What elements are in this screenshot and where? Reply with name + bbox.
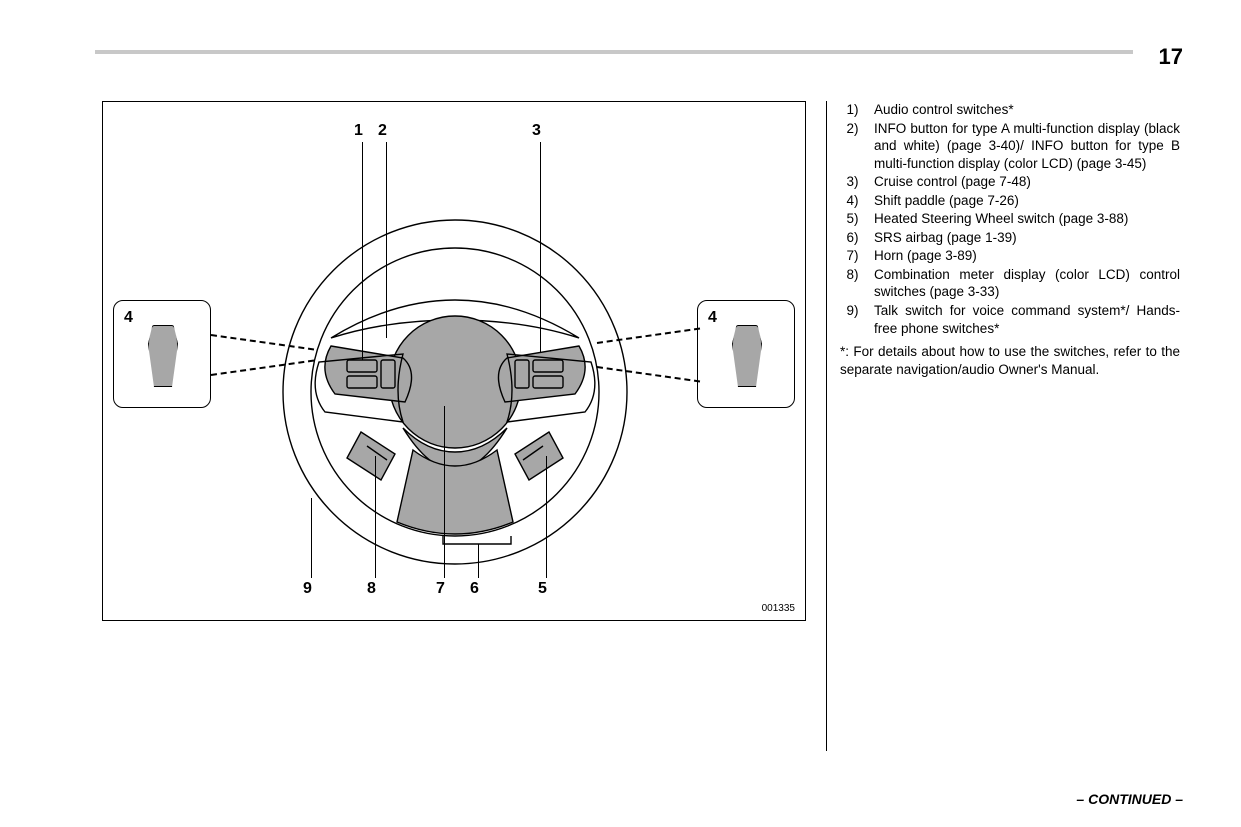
callout-line	[362, 142, 363, 360]
image-code: 001335	[762, 603, 795, 614]
legend-item: 2INFO button for type A multi-function d…	[840, 120, 1180, 173]
callout-9: 9	[303, 580, 312, 598]
callout-line	[386, 142, 387, 338]
continued-label: – CONTINUED –	[1076, 791, 1183, 807]
callout-line	[546, 456, 547, 578]
header-rule	[95, 50, 1133, 54]
callout-4-right: 4	[708, 309, 717, 327]
callout-3: 3	[532, 122, 541, 140]
legend-item: 6SRS airbag (page 1-39)	[840, 229, 1180, 247]
paddle-box-left: 4	[113, 300, 211, 408]
legend-item: 7Horn (page 3-89)	[840, 247, 1180, 265]
callout-8: 8	[367, 580, 376, 598]
legend-item: 4Shift paddle (page 7-26)	[840, 192, 1180, 210]
legend-item: 8Combination meter display (color LCD) c…	[840, 266, 1180, 301]
legend-item: 1Audio control switches*	[840, 101, 1180, 119]
legend-list: 1Audio control switches* 2INFO button fo…	[840, 101, 1180, 378]
callout-line	[375, 456, 376, 578]
diagram-frame: 1 2 3 9 8 7 6 5 4 4 001335	[102, 101, 806, 621]
callout-4-left: 4	[124, 309, 133, 327]
legend-footnote: *: For details about how to use the swit…	[840, 343, 1180, 378]
legend-item: 5Heated Steering Wheel switch (page 3-88…	[840, 210, 1180, 228]
legend-item: 3Cruise control (page 7-48)	[840, 173, 1180, 191]
page-number: 17	[1159, 44, 1183, 70]
callout-line	[540, 142, 541, 352]
paddle-icon	[732, 325, 762, 387]
paddle-box-right: 4	[697, 300, 795, 408]
callout-7: 7	[436, 580, 445, 598]
callout-6: 6	[470, 580, 479, 598]
callout-5: 5	[538, 580, 547, 598]
paddle-icon	[148, 325, 178, 387]
callout-line	[311, 498, 312, 578]
callout-1: 1	[354, 122, 363, 140]
legend-item: 9Talk switch for voice command system*/ …	[840, 302, 1180, 337]
callout-2: 2	[378, 122, 387, 140]
column-divider	[826, 101, 827, 751]
callout-line	[444, 406, 445, 578]
callout-line	[478, 544, 479, 578]
